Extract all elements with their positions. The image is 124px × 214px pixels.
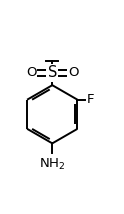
Text: NH$_2$: NH$_2$ — [39, 157, 65, 172]
Text: O: O — [68, 67, 79, 79]
Text: F: F — [87, 93, 95, 106]
Text: S: S — [48, 65, 57, 80]
Text: O: O — [26, 67, 36, 79]
